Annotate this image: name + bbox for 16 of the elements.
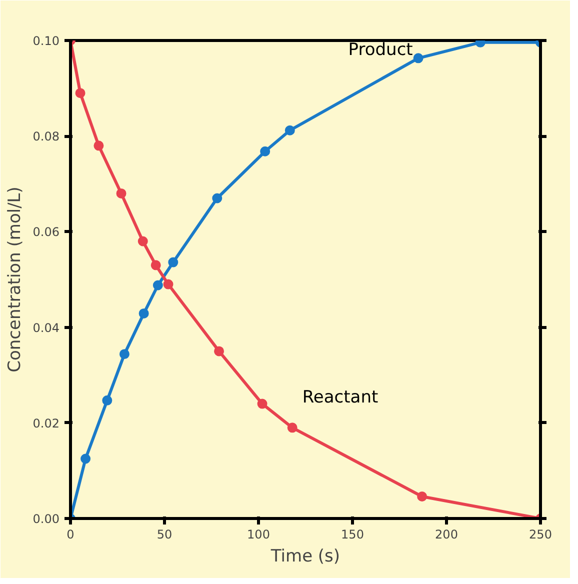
y-tick-label: 0.08	[32, 130, 60, 144]
series-label: Reactant	[302, 388, 378, 408]
x-tick-label: 50	[156, 528, 172, 542]
y-tick-label: 0.02	[32, 416, 60, 430]
y-tick-label: 0.10	[32, 34, 60, 48]
x-tick-label: 250	[529, 528, 552, 542]
x-tick-label: 200	[435, 528, 458, 542]
series-label: Product	[348, 40, 414, 60]
x-tick-label: 100	[247, 528, 270, 542]
y-axis-title: Concentration (mol/L)	[4, 186, 25, 372]
y-tick-label: 0.00	[32, 512, 60, 526]
y-tick-label: 0.04	[32, 320, 60, 335]
y-tick-label: 0.06	[32, 225, 60, 240]
x-tick-label: 0	[66, 528, 74, 542]
x-tick-label: 150	[341, 528, 364, 542]
x-axis-title: Time (s)	[270, 546, 340, 566]
